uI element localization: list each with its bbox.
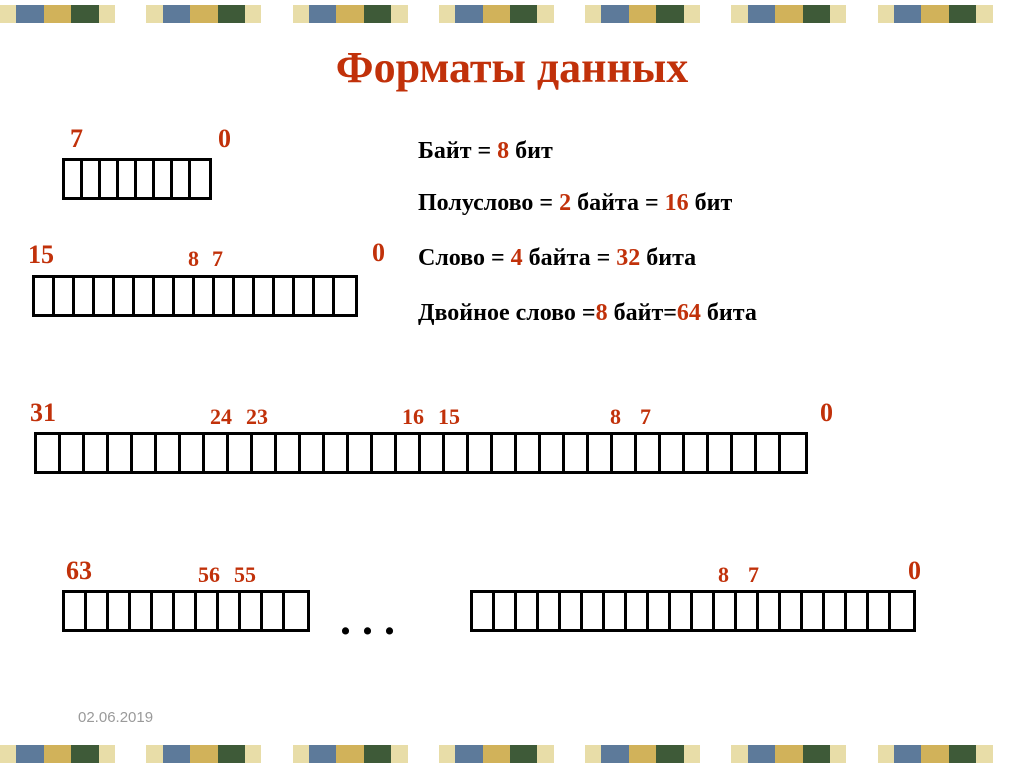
dw-label-0: 0 xyxy=(908,556,921,586)
w-label-8: 8 xyxy=(610,404,621,430)
halfword-bits xyxy=(32,275,358,317)
decorative-strip-top xyxy=(0,0,1024,28)
w-label-7: 7 xyxy=(640,404,651,430)
dword-bits-right xyxy=(470,590,916,632)
dword-bits-left xyxy=(62,590,310,632)
hw-label-lo: 0 xyxy=(372,238,385,268)
byte-label-hi: 7 xyxy=(70,124,83,154)
dw-label-63: 63 xyxy=(66,556,92,586)
dw-label-8: 8 xyxy=(718,562,729,588)
w-label-23: 23 xyxy=(246,404,268,430)
dw-label-56: 56 xyxy=(198,562,220,588)
w-label-24: 24 xyxy=(210,404,232,430)
dw-label-55: 55 xyxy=(234,562,256,588)
w-label-16: 16 xyxy=(402,404,424,430)
byte-label-lo: 0 xyxy=(218,124,231,154)
def-word: Слово = 4 байта = 32 бита xyxy=(418,245,696,272)
hw-label-mid1: 8 xyxy=(188,246,199,272)
hw-label-mid2: 7 xyxy=(212,246,223,272)
def-dword: Двойное слово =8 байт=64 бита xyxy=(418,300,757,327)
slide-title: Форматы данных xyxy=(0,42,1024,93)
dword-ellipsis: . . . xyxy=(340,594,395,645)
word-bits xyxy=(34,432,808,474)
def-byte: Байт = 8 бит xyxy=(418,138,553,165)
slide-date: 02.06.2019 xyxy=(78,709,153,726)
w-label-31: 31 xyxy=(30,398,56,428)
dw-label-7: 7 xyxy=(748,562,759,588)
byte-bits xyxy=(62,158,212,200)
def-halfword: Полуслово = 2 байта = 16 бит xyxy=(418,190,732,217)
w-label-0: 0 xyxy=(820,398,833,428)
w-label-15: 15 xyxy=(438,404,460,430)
hw-label-hi: 15 xyxy=(28,240,54,270)
decorative-strip-bottom xyxy=(0,740,1024,768)
